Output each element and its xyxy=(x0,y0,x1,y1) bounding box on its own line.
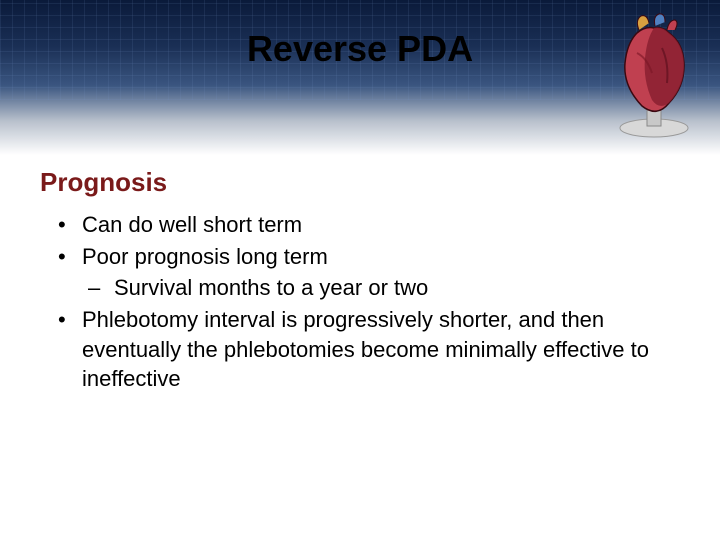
bullet-content: • Can do well short term • Poor prognosi… xyxy=(58,210,670,396)
bullet-item: • Can do well short term xyxy=(58,210,670,240)
bullet-marker: • xyxy=(58,242,82,272)
bullet-marker: • xyxy=(58,305,82,394)
sub-bullet-marker: – xyxy=(88,273,114,303)
sub-bullet-text: Survival months to a year or two xyxy=(114,273,670,303)
bullet-text: Phlebotomy interval is progressively sho… xyxy=(82,305,670,394)
sub-bullet-item: – Survival months to a year or two xyxy=(88,273,670,303)
bullet-text: Can do well short term xyxy=(82,210,670,240)
heart-model-icon xyxy=(607,8,702,138)
bullet-text: Poor prognosis long term xyxy=(82,242,670,272)
bullet-marker: • xyxy=(58,210,82,240)
bullet-item: • Poor prognosis long term xyxy=(58,242,670,272)
header-band: Reverse PDA xyxy=(0,0,720,155)
section-heading: Prognosis xyxy=(40,167,167,198)
bullet-item: • Phlebotomy interval is progressively s… xyxy=(58,305,670,394)
